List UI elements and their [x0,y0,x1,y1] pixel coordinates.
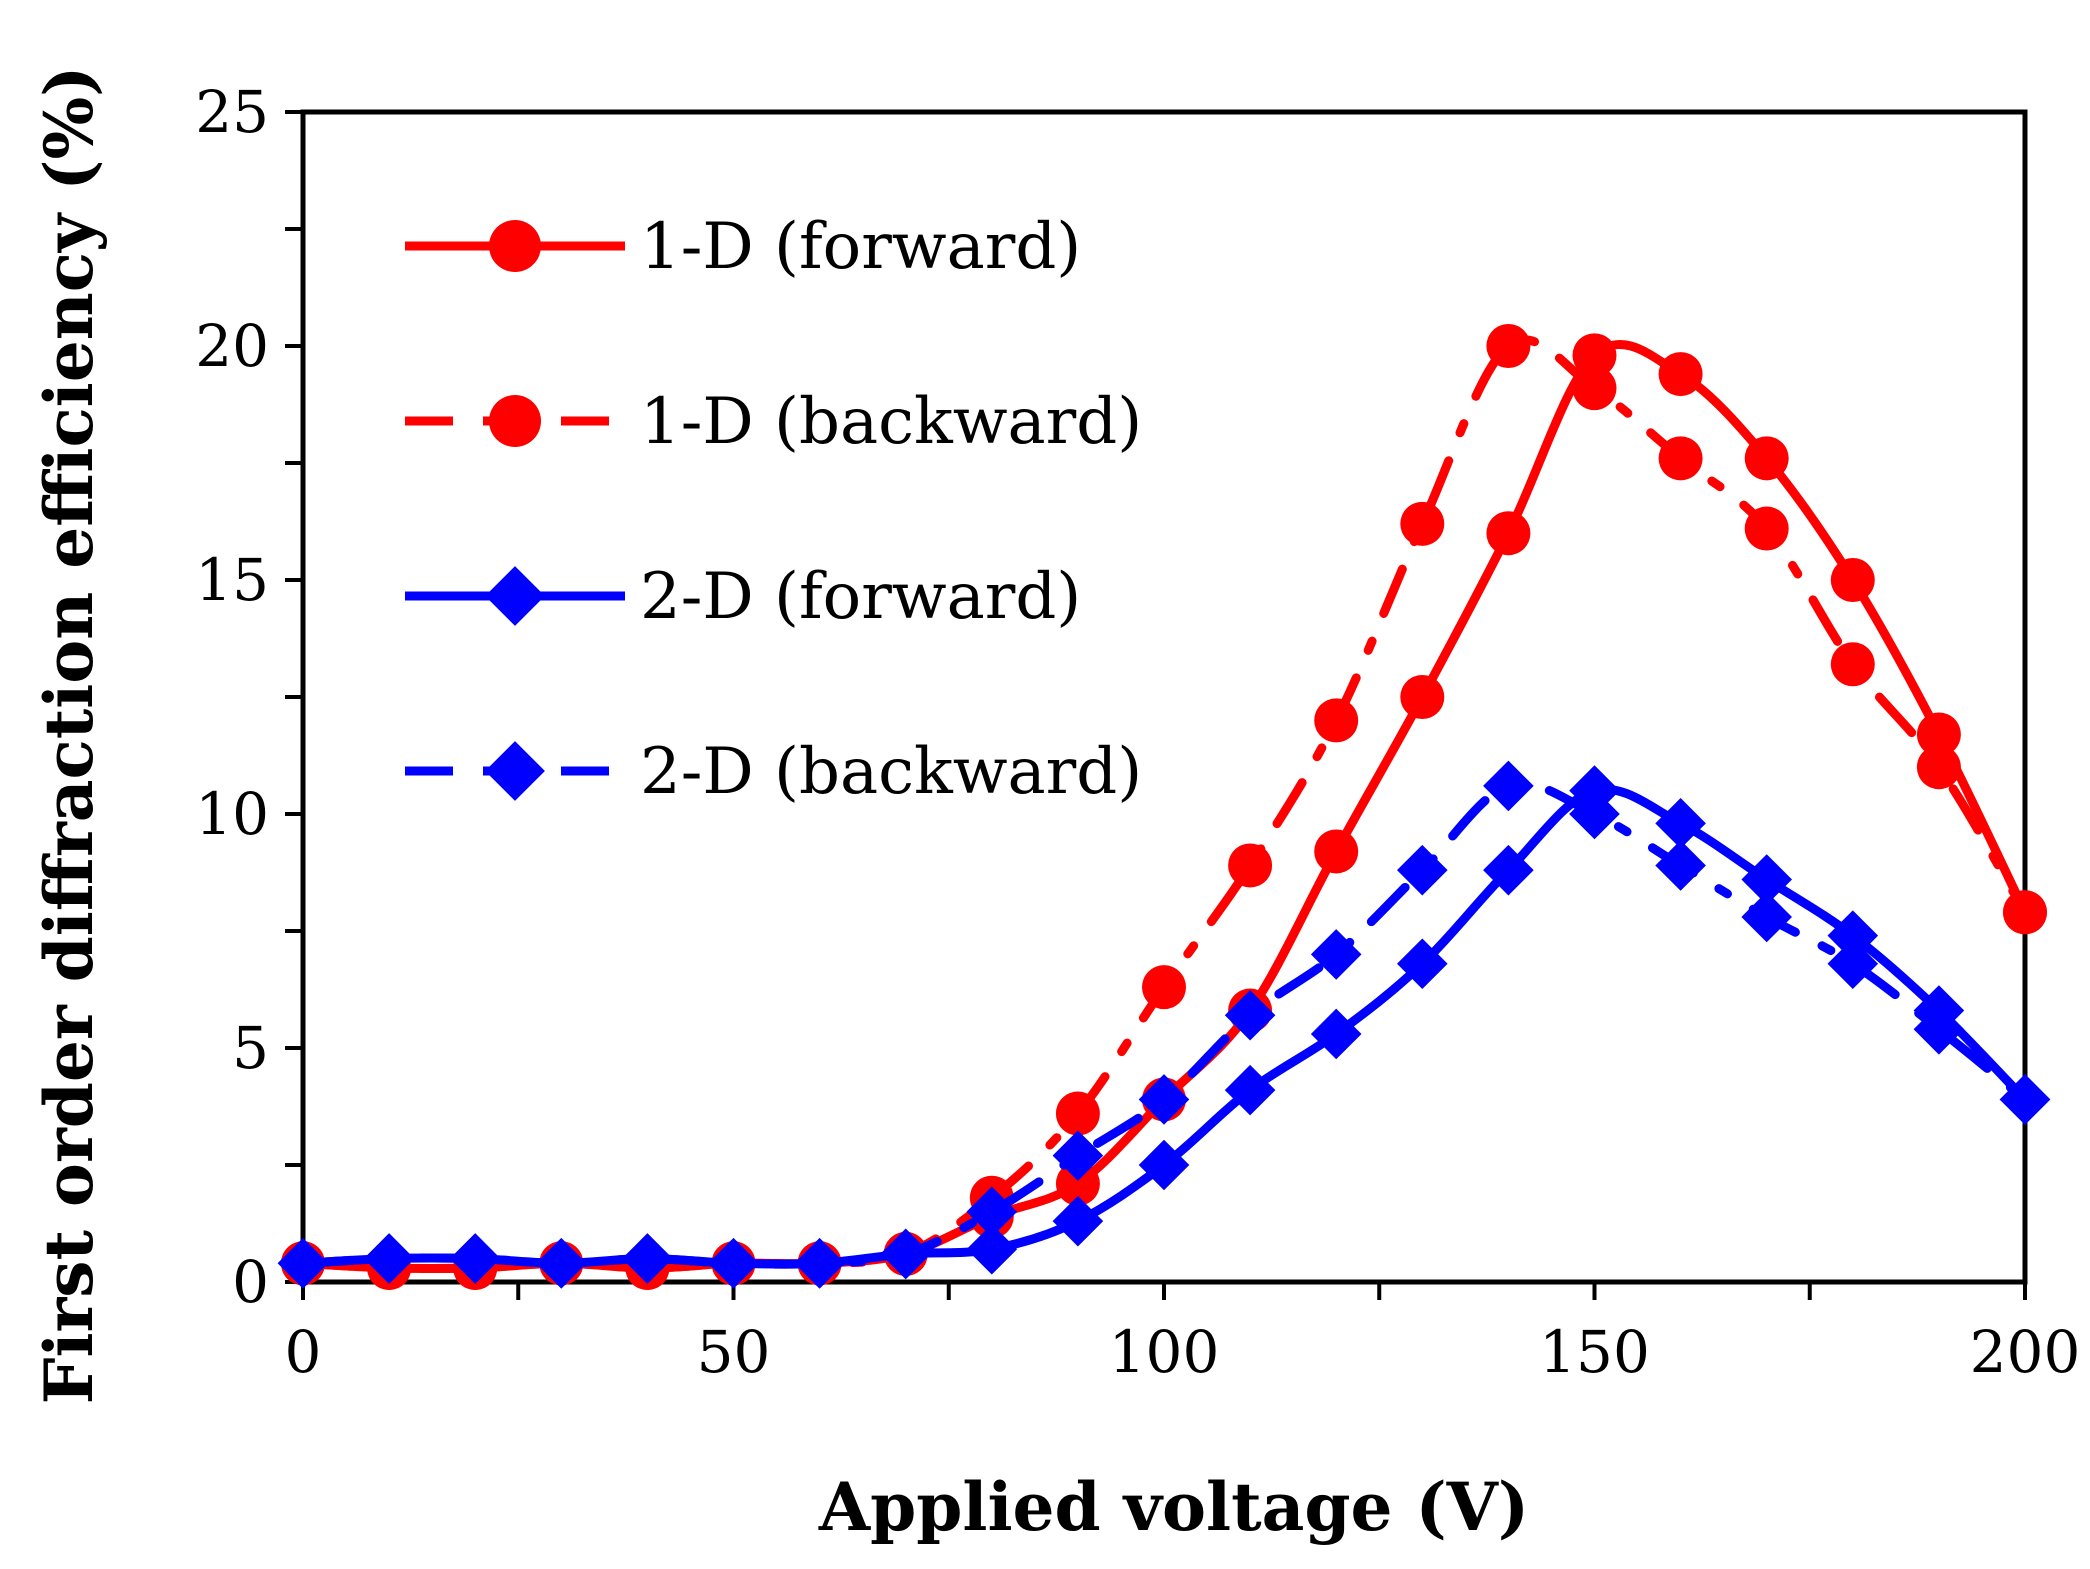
data-point [1310,1008,1362,1060]
series-4 [277,760,2051,1289]
data-point [1655,798,1706,849]
data-point [1916,712,1961,757]
data-point [1483,844,1534,896]
y-axis-title: First order diffraction efficiency (%) [30,66,108,1405]
legend-label: 2-D (backward) [640,735,1142,809]
data-point [1142,965,1186,1010]
y-tick-label: 0 [232,1248,269,1316]
legend-marker [489,220,541,272]
legend: 1-D (forward) 1-D (backward) 2-D (forward)… [405,210,1142,809]
x-tick-label: 50 [697,1318,771,1386]
legend-marker [485,566,545,626]
data-point [622,1233,673,1284]
data-point [1830,558,1875,602]
data-point [1916,745,1961,790]
data-point [449,1233,501,1284]
legend-label: 1-D (backward) [640,385,1142,459]
series-line [298,340,2030,1274]
data-point [708,1237,759,1289]
data-point [1658,352,1703,397]
data-point [1744,506,1789,551]
data-point [2003,890,2047,935]
legend-item-1: 1-D (forward) [405,210,1081,284]
data-point [1052,1195,1104,1247]
data-point [1397,938,1448,990]
y-tick-label: 5 [232,1014,269,1082]
data-point [1052,1130,1104,1181]
data-point [1827,938,1879,990]
data-point [1400,501,1445,546]
data-point [1397,844,1448,896]
data-point [1830,642,1875,687]
legend-label: 2-D (forward) [640,560,1081,634]
data-point [1741,854,1792,905]
data-point [880,1228,931,1280]
data-point [966,1223,1018,1275]
data-point [1569,788,1620,840]
data-point [1314,698,1359,743]
data-point [794,1237,845,1289]
data-point [966,1186,1018,1238]
axes: 0 5 10 15 20 25 0 50 100 150 200 [195,78,2080,1386]
y-tick-label: 15 [195,546,269,614]
legend-marker [489,395,541,447]
data-point [1486,324,1531,368]
data-point [1228,843,1273,888]
data-point [1224,989,1276,1041]
legend-label: 1-D (forward) [640,210,1081,284]
data-point [1314,829,1359,874]
data-point [1055,1091,1100,1136]
data-point [1827,910,1879,961]
data-point [1138,1074,1190,1125]
legend-item-3: 2-D (forward) [405,560,1081,634]
data-point [1483,760,1534,812]
data-point [363,1233,415,1284]
legend-item-2: 1-D (backward) [405,385,1142,459]
data-point [1486,511,1531,556]
x-tick-label: 150 [1539,1318,1650,1386]
y-tick-label: 10 [195,780,269,848]
data-point [1310,929,1362,980]
data-point [1572,366,1617,411]
data-point [1138,1139,1190,1191]
x-axis-title: Applied voltage (V) [818,1468,1529,1546]
data-point [1999,1074,2051,1125]
y-tick-label: 20 [195,312,269,380]
data-point [1400,675,1445,719]
data-point [536,1237,587,1289]
data-point [1658,436,1703,481]
y-tick-label: 25 [195,78,269,146]
data-point [1055,1161,1100,1206]
x-tick-label: 100 [1109,1318,1220,1386]
series-3 [277,765,2051,1289]
series-layer [277,324,2051,1290]
data-point [1741,891,1792,943]
data-point [1224,1064,1276,1116]
legend-item-4: 2-D (backward) [405,735,1142,809]
data-point [1655,840,1706,891]
data-point [1913,1003,1965,1055]
x-tick-label: 0 [285,1318,322,1386]
data-point [1572,333,1617,378]
data-point [277,1237,329,1289]
data-point [1744,436,1789,481]
legend-marker [485,741,545,801]
x-tick-label: 200 [1970,1318,2081,1386]
